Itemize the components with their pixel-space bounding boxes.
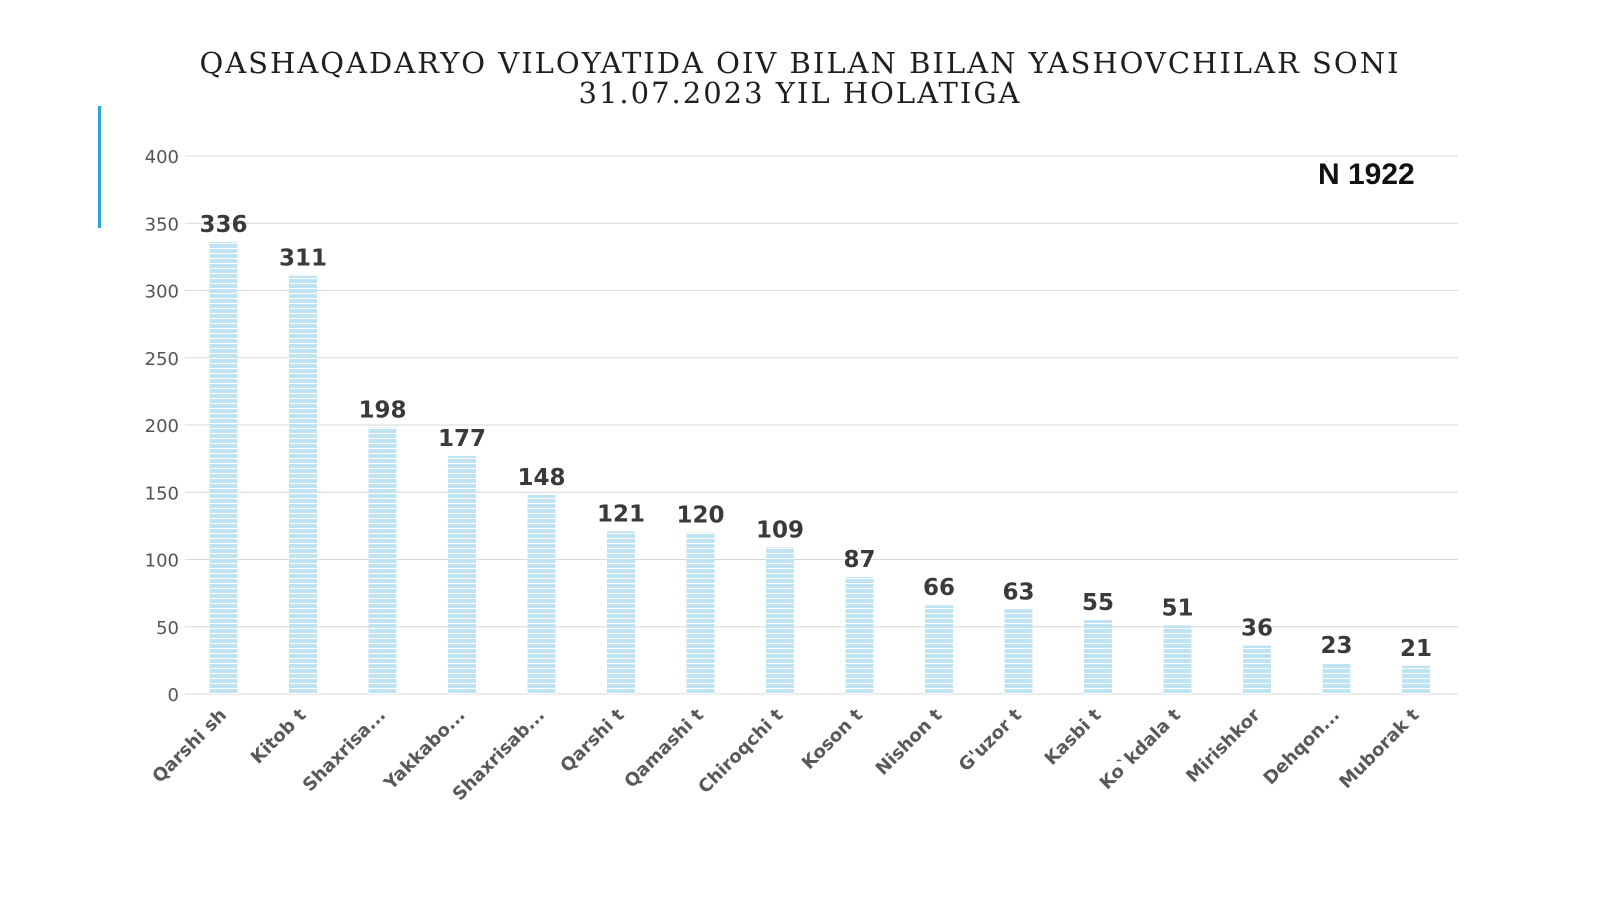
bar — [1163, 625, 1192, 694]
accent-line — [98, 106, 101, 228]
bar — [1322, 663, 1351, 694]
x-tick-label: Ko`kdala t — [1096, 704, 1186, 794]
bar — [1243, 645, 1271, 694]
y-tick-label: 400 — [145, 147, 179, 168]
bar-value-label: 120 — [676, 503, 724, 529]
bar-value-label: 311 — [279, 246, 327, 272]
x-tick-label: Kasbi t — [1041, 704, 1106, 769]
x-tick-label: Muborak t — [1335, 704, 1424, 793]
x-tick-label: Qarshi t — [556, 704, 628, 776]
bar-value-label: 36 — [1241, 616, 1273, 642]
bar-value-label: 148 — [517, 465, 565, 491]
y-tick-label: 250 — [145, 349, 179, 370]
bar — [845, 576, 874, 694]
bar-value-label: 63 — [1002, 579, 1034, 605]
bar — [1402, 665, 1430, 694]
y-tick-label: 350 — [145, 214, 179, 235]
value-labels: 336 311 198 177 148 121 120 109 87 66 63 55 51 36 23 21 — [199, 212, 1432, 662]
bar-value-label: 55 — [1082, 590, 1114, 616]
y-tick-label: 100 — [145, 551, 179, 572]
total-count-label: N 1922 — [1318, 158, 1415, 191]
bar — [925, 605, 953, 694]
x-tick-label: Nishon t — [872, 704, 947, 779]
bars — [209, 242, 1430, 694]
y-axis: 0 50 100 150 200 250 300 350 400 — [145, 147, 179, 706]
bar — [209, 242, 238, 694]
x-tick-label: Mirishkor — [1182, 705, 1264, 787]
x-axis: Qarshi sh Kitob tShaxrisa...Yakkabo...Sha… — [148, 704, 1423, 805]
y-tick-label: 50 — [156, 618, 179, 639]
bar — [448, 455, 476, 694]
slide-title: QASHAQADARYO VILOYATIDA OIV BILAN BILAN … — [0, 48, 1600, 108]
x-tick-label: Koson t — [798, 704, 867, 773]
x-tick-label: Qamashi t — [620, 704, 708, 792]
bar — [607, 531, 635, 694]
x-tick-label: Qarshi sh — [148, 705, 231, 788]
y-tick-label: 200 — [145, 416, 179, 437]
bar — [289, 275, 317, 694]
title-line-2: 31.07.2023 YIL HOLATIGA — [578, 76, 1022, 110]
x-tick-label: Dehqon... — [1260, 705, 1345, 790]
x-tick-label: Shaxrisa... — [299, 705, 390, 796]
bar-value-label: 21 — [1400, 636, 1432, 662]
bar — [686, 532, 715, 694]
bar — [368, 427, 397, 694]
bar-value-label: 66 — [923, 575, 955, 601]
bar-value-label: 23 — [1320, 633, 1352, 659]
bar-value-label: 51 — [1161, 595, 1193, 621]
bar — [766, 547, 794, 694]
x-tick-label: Kitob t — [247, 704, 311, 768]
bar — [1084, 620, 1112, 694]
x-tick-label: G'uzor t — [955, 704, 1026, 775]
x-tick-label: Chiroqchi t — [694, 704, 788, 798]
y-tick-label: 150 — [145, 483, 179, 504]
title-line-1: QASHAQADARYO VILOYATIDA OIV BILAN BILAN … — [199, 46, 1401, 80]
bar — [1004, 609, 1033, 694]
bar-value-label: 109 — [756, 517, 804, 543]
y-tick-label: 300 — [145, 282, 179, 303]
bar — [527, 494, 556, 694]
bar-value-label: 336 — [199, 212, 247, 238]
bar-value-label: 87 — [843, 547, 875, 573]
x-tick-label: Yakkabo... — [379, 705, 469, 795]
y-tick-label: 0 — [168, 685, 179, 706]
bar-value-label: 198 — [358, 398, 406, 424]
bar-value-label: 121 — [597, 501, 645, 527]
bar-value-label: 177 — [438, 426, 486, 452]
